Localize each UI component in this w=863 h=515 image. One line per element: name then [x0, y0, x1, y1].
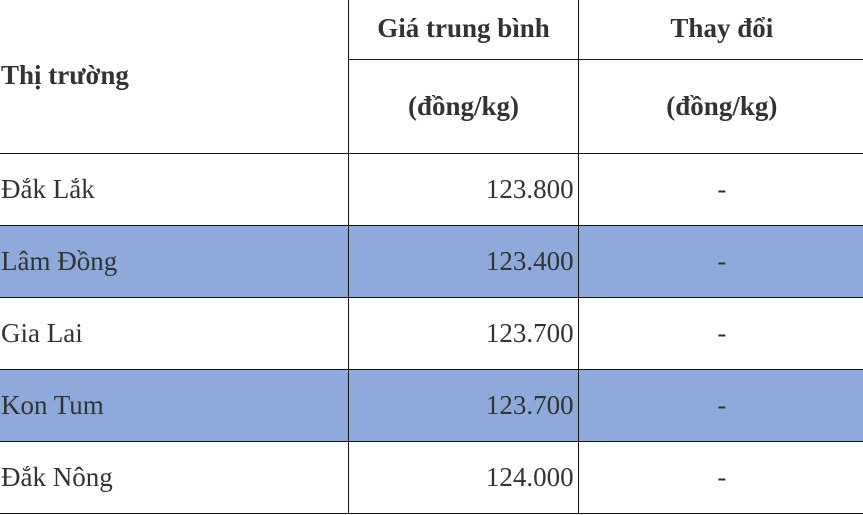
table-row: Đắk Nông 124.000 -	[0, 440, 863, 514]
market-cell: Gia Lai	[0, 296, 350, 370]
table-row: Kon Tum 123.700 -	[0, 368, 863, 442]
market-cell: Lâm Đồng	[0, 224, 350, 298]
market-cell: Kon Tum	[0, 368, 350, 442]
change-cell: -	[577, 152, 863, 226]
price-cell: 123.800	[348, 152, 579, 226]
price-cell: 123.400	[348, 224, 579, 298]
change-cell: -	[577, 368, 863, 442]
header-market: Thị trường	[0, 0, 350, 154]
header-change: Thay đổi	[577, 0, 863, 60]
header-change-unit: (đồng/kg)	[577, 59, 863, 154]
change-cell: -	[577, 224, 863, 298]
change-cell: -	[577, 296, 863, 370]
table-row: Đắk Lắk 123.800 -	[0, 152, 863, 226]
market-cell: Đắk Nông	[0, 440, 350, 514]
price-cell: 123.700	[348, 368, 579, 442]
price-cell: 123.700	[348, 296, 579, 370]
market-cell: Đắk Lắk	[0, 152, 350, 226]
change-cell: -	[577, 440, 863, 514]
table-row: Lâm Đồng 123.400 -	[0, 224, 863, 298]
header-avg-price: Giá trung bình	[348, 0, 579, 60]
table-row: Gia Lai 123.700 -	[0, 296, 863, 370]
header-avg-price-unit: (đồng/kg)	[348, 59, 579, 154]
price-cell: 124.000	[348, 440, 579, 514]
